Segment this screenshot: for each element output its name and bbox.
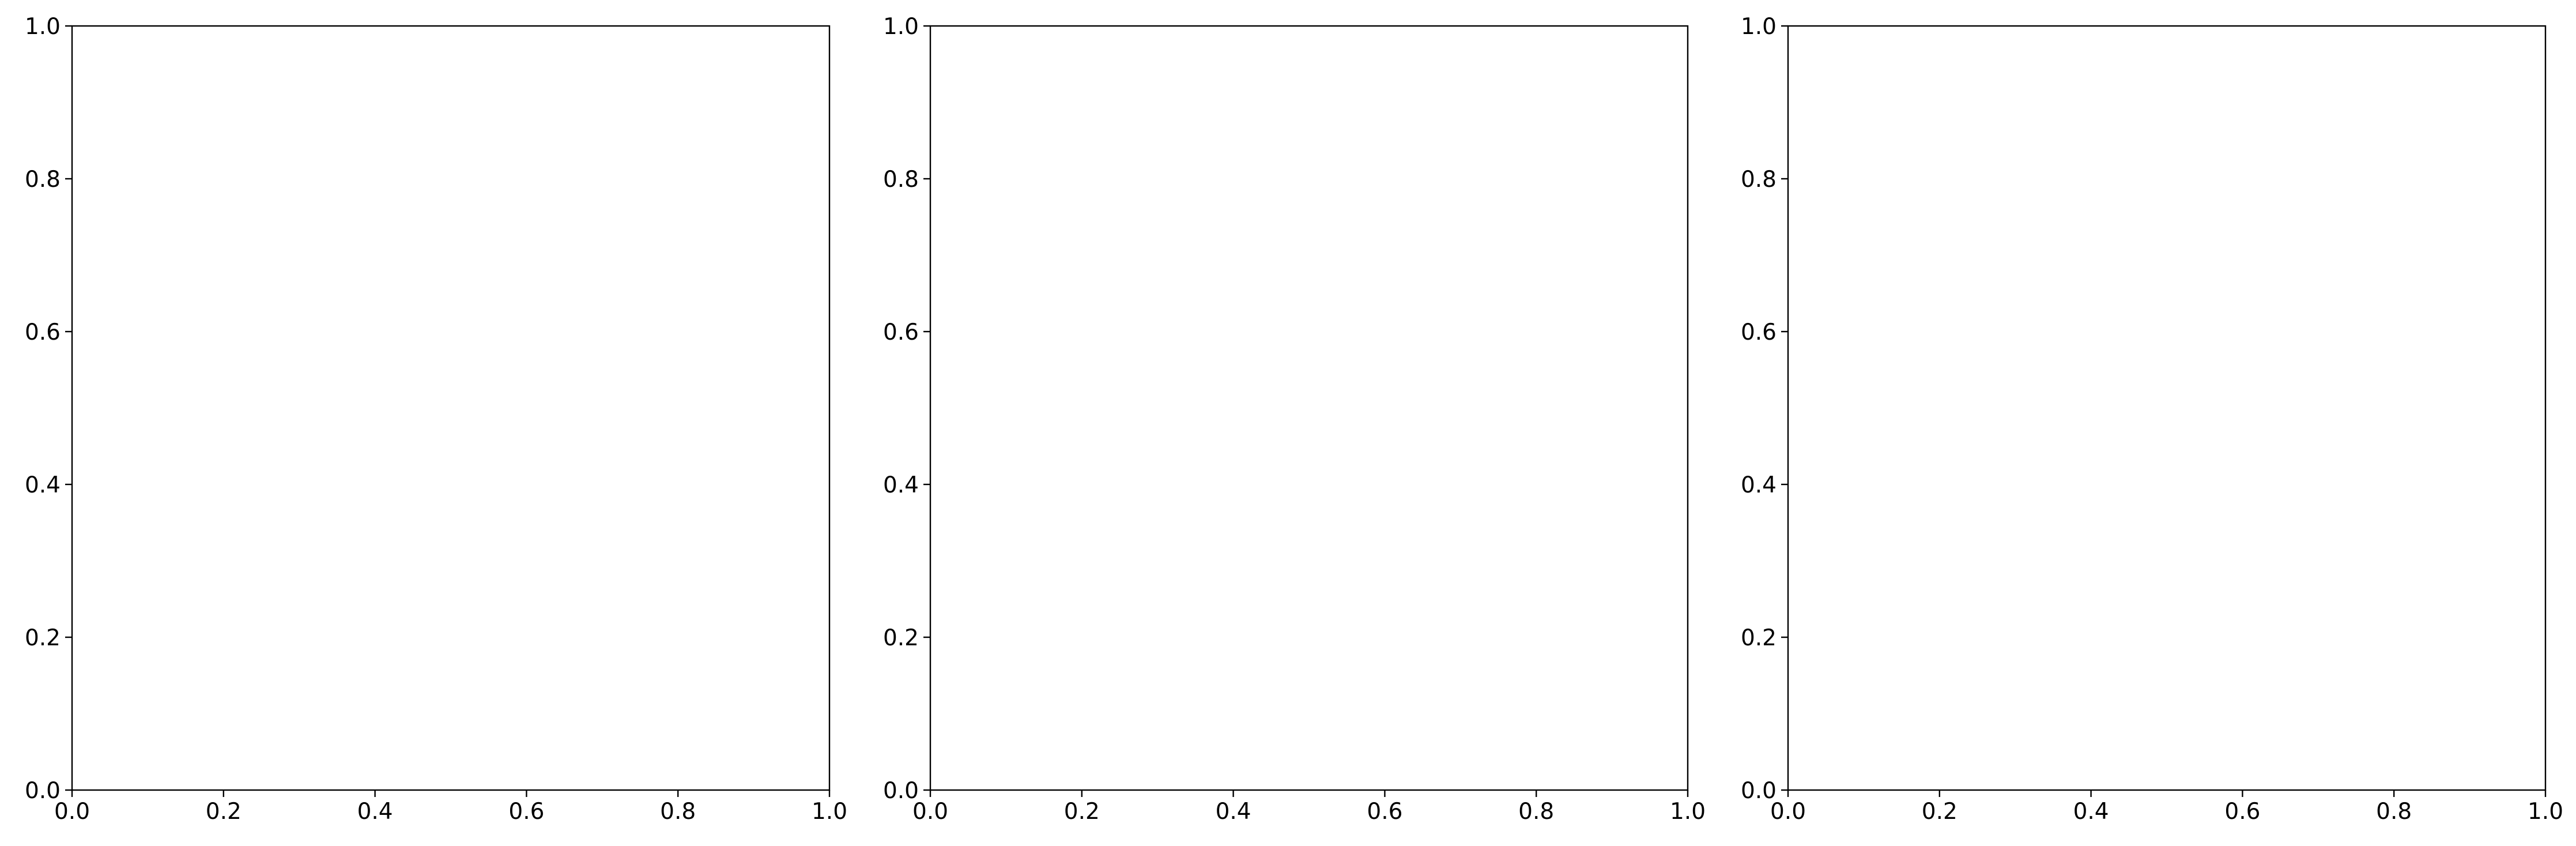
y-tick-label: 0.6 (1741, 319, 1777, 345)
y-tick-label: 0.6 (25, 319, 61, 345)
x-tick-label: 0.4 (2073, 799, 2109, 825)
y-tick-label: 0.2 (1741, 625, 1777, 651)
x-tick-label: 0.4 (1216, 799, 1251, 825)
plot-frame (929, 25, 1689, 791)
y-tick-label: 0.0 (25, 778, 61, 804)
y-tick-label: 0.2 (25, 625, 61, 651)
x-tick-label: 0.6 (1367, 799, 1402, 825)
x-tick-label: 1.0 (2528, 799, 2563, 825)
x-tick-label: 0.4 (357, 799, 393, 825)
x-tick-label: 0.8 (2376, 799, 2412, 825)
subplot-1: 0.0 0.2 0.4 0.6 0.8 1.0 0.0 0.2 0.4 0.6 0.8 1.0 (25, 14, 847, 825)
y-tick-label: 0.6 (883, 319, 919, 345)
subplot-3: 0.0 0.2 0.4 0.6 0.8 1.0 0.0 0.2 0.4 0.6 0.8 1.0 (1741, 14, 2563, 825)
y-tick-label: 0.8 (883, 167, 919, 193)
x-tick-label: 0.2 (206, 799, 242, 825)
y-tick-label: 0.0 (1741, 778, 1777, 804)
y-tick-label: 1.0 (25, 14, 61, 40)
y-tick-label: 0.0 (883, 778, 919, 804)
x-tick-label: 1.0 (1670, 799, 1706, 825)
x-tick-label: 0.6 (508, 799, 544, 825)
x-tick-label: 0.6 (2224, 799, 2260, 825)
y-tick-label: 1.0 (883, 14, 919, 40)
y-tick-label: 0.4 (25, 472, 61, 498)
y-tick-label: 0.8 (25, 167, 61, 193)
x-tick-label: 0.0 (1770, 799, 1806, 825)
x-tick-label: 1.0 (812, 799, 847, 825)
x-tick-label: 0.0 (912, 799, 948, 825)
x-tick-label: 0.2 (1064, 799, 1100, 825)
y-tick-label: 0.4 (883, 472, 919, 498)
plot-frame (71, 25, 831, 791)
y-tick-label: 1.0 (1741, 14, 1777, 40)
plot-frame (1787, 25, 2547, 791)
x-tick-label: 0.8 (660, 799, 696, 825)
subplot-2: 0.0 0.2 0.4 0.6 0.8 1.0 0.0 0.2 0.4 0.6 0.8 1.0 (883, 14, 1706, 825)
y-tick-label: 0.4 (1741, 472, 1777, 498)
x-tick-label: 0.8 (1518, 799, 1554, 825)
y-tick-label: 0.8 (1741, 167, 1777, 193)
y-tick-label: 0.2 (883, 625, 919, 651)
x-tick-label: 0.2 (1922, 799, 1958, 825)
x-tick-label: 0.0 (54, 799, 90, 825)
